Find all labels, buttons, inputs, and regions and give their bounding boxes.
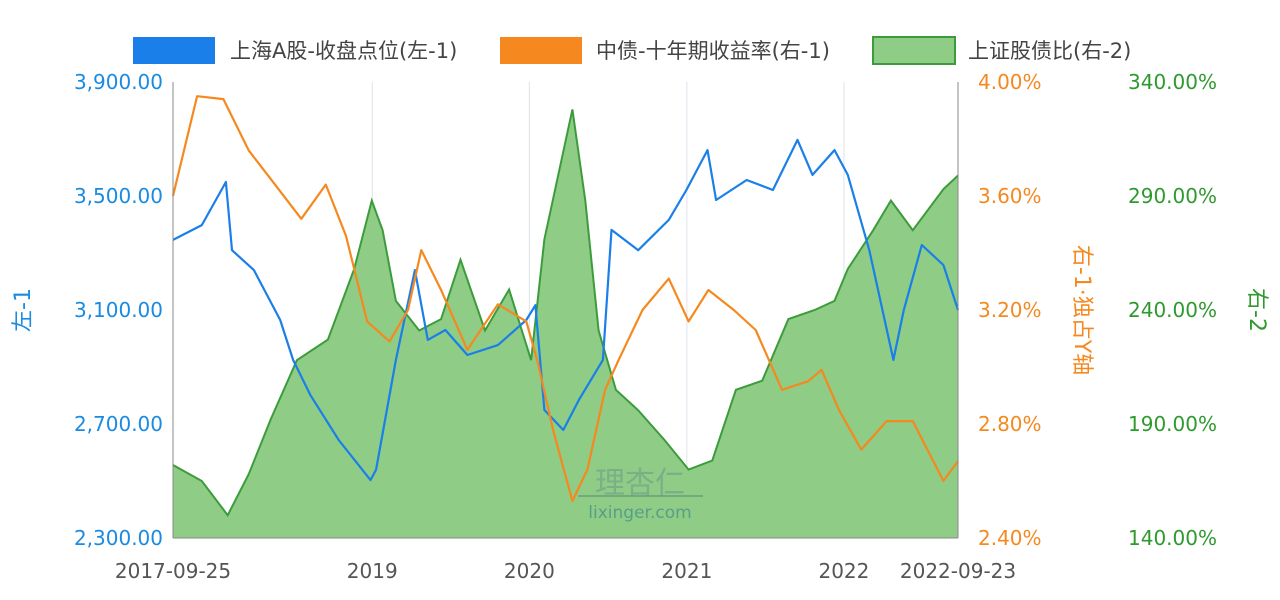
y-tick-label-left1: 2,300.00 (74, 526, 163, 550)
series-line-bond-yield (171, 95, 959, 503)
x-tick-label: 2022-09-23 (900, 559, 1016, 583)
y-axis-title-left1: 左-1 (11, 288, 36, 332)
legend-item-sh-index[interactable]: 上海A股-收盘点位(左-1) (133, 37, 457, 64)
y-axis-title-right1: 右-1·独占Y轴 (1069, 245, 1094, 375)
y-tick-label-right2: 340.00% (1128, 70, 1217, 94)
legend-swatch-bond-yield (500, 37, 582, 64)
series-layer (171, 95, 960, 539)
legend-item-bond-yield[interactable]: 中债-十年期收益率(右-1) (500, 37, 830, 64)
legend-item-stock-bond-ratio[interactable]: 上证股债比(右-2) (872, 36, 1131, 65)
legend-label-sh-index: 上海A股-收盘点位(左-1) (230, 39, 457, 63)
x-tick-label: 2019 (347, 559, 398, 583)
axes: 2017-09-25 2019 2020 2021 2022 2022-09-23 2,30… (11, 70, 1269, 583)
legend-swatch-stock-bond-ratio (872, 36, 956, 65)
y-tick-label-left1: 3,500.00 (74, 184, 163, 208)
y-tick-label-right2: 290.00% (1128, 184, 1217, 208)
x-tick-label: 2017-09-25 (115, 559, 231, 583)
watermark-site: lixinger.com (588, 503, 691, 523)
watermark-logo: 理杏仁 (595, 466, 685, 501)
y-axis-title-right2: 右-2 (1244, 288, 1269, 332)
y-tick-label-right2: 140.00% (1128, 526, 1217, 550)
y-tick-label-left1: 3,100.00 (74, 298, 163, 322)
area-fill-stock-bond-ratio (173, 109, 958, 539)
y-tick-label-right2: 240.00% (1128, 298, 1217, 322)
watermark: 理杏仁 lixinger.com (578, 466, 703, 523)
y-tick-label-right1: 3.60% (978, 184, 1042, 208)
legend: 上海A股-收盘点位(左-1) 中债-十年期收益率(右-1) 上证股债比(右-2) (133, 36, 1131, 65)
x-tick-label: 2021 (661, 559, 712, 583)
y-tick-label-right1: 2.40% (978, 526, 1042, 550)
y-tick-label-left1: 2,700.00 (74, 412, 163, 436)
legend-label-stock-bond-ratio: 上证股债比(右-2) (968, 39, 1131, 63)
y-tick-label-right1: 3.20% (978, 298, 1042, 322)
x-tick-label: 2022 (818, 559, 869, 583)
y-tick-label-right2: 190.00% (1128, 412, 1217, 436)
y-tick-label-right1: 2.80% (978, 412, 1042, 436)
series-line-stock-bond-ratio (172, 109, 959, 518)
x-tick-label: 2020 (504, 559, 555, 583)
y-tick-label-right1: 4.00% (978, 70, 1042, 94)
y-tick-label-left1: 3,900.00 (74, 70, 163, 94)
series-line-sh-index (172, 138, 960, 482)
legend-label-bond-yield: 中债-十年期收益率(右-1) (596, 39, 830, 63)
legend-swatch-sh-index (133, 37, 215, 64)
